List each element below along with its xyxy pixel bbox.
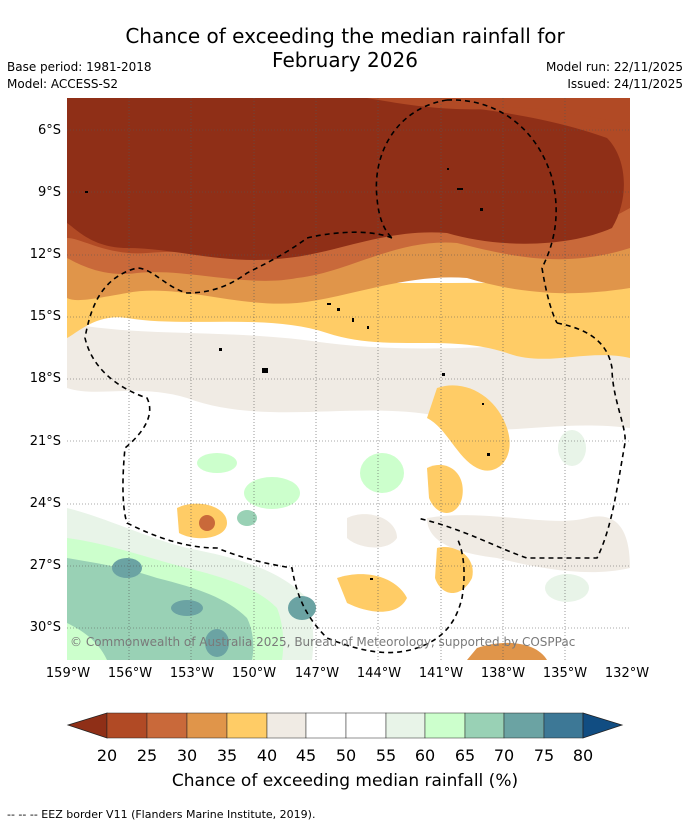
lon-label-138w: 138°W — [480, 666, 526, 681]
colorbar-band — [226, 712, 268, 739]
meta-right: Model run: 22/11/2025 Issued: 24/11/2025 — [546, 59, 683, 93]
lat-label-9s: 9°S — [37, 185, 61, 200]
colorbar-band — [464, 712, 505, 739]
lat-label-12s: 12°S — [29, 247, 61, 262]
colorbar-band — [543, 712, 584, 739]
model-run: Model run: 22/11/2025 — [545, 60, 683, 74]
colorbar-band — [385, 712, 426, 739]
copyright-notice: © Commonwealth of Australia 2025, Bureau… — [70, 635, 576, 649]
colorbar-label: Chance of exceeding median rainfall (%) — [171, 771, 519, 791]
colorbar-tick-80: 80 — [572, 746, 594, 765]
colorbar-band — [146, 712, 188, 739]
title-line-1: Chance of exceeding the median rainfall … — [125, 24, 565, 48]
lon-label-156w: 156°W — [107, 666, 153, 681]
lon-label-132w: 132°W — [604, 666, 650, 681]
colorbar-tick-55: 55 — [375, 746, 397, 765]
colorbar-tick-50: 50 — [335, 746, 357, 765]
colorbar-tick-35: 35 — [216, 746, 238, 765]
colorbar-tick-40: 40 — [256, 746, 278, 765]
model-name: Model: ACCESS-S2 — [7, 77, 119, 91]
colorbar-band — [186, 712, 228, 739]
lat-label-24s: 24°S — [29, 496, 61, 511]
colorbar-tick-65: 65 — [454, 746, 476, 765]
lat-label-30s: 30°S — [29, 620, 61, 635]
colorbar-svg — [66, 712, 624, 739]
lat-label-18s: 18°S — [29, 371, 61, 386]
map-title: Chance of exceeding the median rainfall … — [0, 24, 690, 72]
lon-label-159w: 159°W — [45, 666, 91, 681]
lon-label-150w: 150°W — [231, 666, 277, 681]
lon-label-144w: 144°W — [356, 666, 402, 681]
colorbar-arrow-high — [582, 712, 624, 739]
colorbar-band — [305, 712, 347, 739]
rainfall-map — [67, 98, 630, 660]
colorbar-band — [424, 712, 466, 739]
lat-label-6s: 6°S — [37, 123, 61, 138]
lat-label-15s: 15°S — [29, 309, 61, 324]
colorbar-tick-25: 25 — [136, 746, 158, 765]
colorbar-tick-45: 45 — [295, 746, 317, 765]
colorbar-band — [266, 712, 307, 739]
colorbar-tick-30: 30 — [176, 746, 198, 765]
lon-label-153w: 153°W — [169, 666, 215, 681]
base-period: Base period: 1981-2018 — [7, 60, 152, 74]
colorbar-tick-20: 20 — [96, 746, 118, 765]
colorbar-tick-60: 60 — [414, 746, 436, 765]
colorbar-band — [106, 712, 148, 739]
eez-footnote: -- -- -- EEZ border V11 (Flanders Marine… — [7, 808, 316, 821]
colorbar-arrow-low — [66, 712, 108, 739]
title-line-2: February 2026 — [272, 48, 418, 72]
issued-date: Issued: 24/11/2025 — [567, 77, 683, 91]
colorbar-tick-70: 70 — [493, 746, 515, 765]
meta-left: Base period: 1981-2018 Model: ACCESS-S2 — [7, 59, 152, 93]
lat-label-21s: 21°S — [29, 434, 61, 449]
map-canvas — [67, 98, 630, 660]
colorbar — [60, 708, 630, 746]
colorbar-tick-75: 75 — [533, 746, 555, 765]
lon-label-147w: 147°W — [294, 666, 340, 681]
lat-label-27s: 27°S — [29, 558, 61, 573]
colorbar-band — [345, 712, 387, 739]
lon-label-135w: 135°W — [542, 666, 588, 681]
lon-label-141w: 141°W — [418, 666, 464, 681]
colorbar-band — [503, 712, 545, 739]
